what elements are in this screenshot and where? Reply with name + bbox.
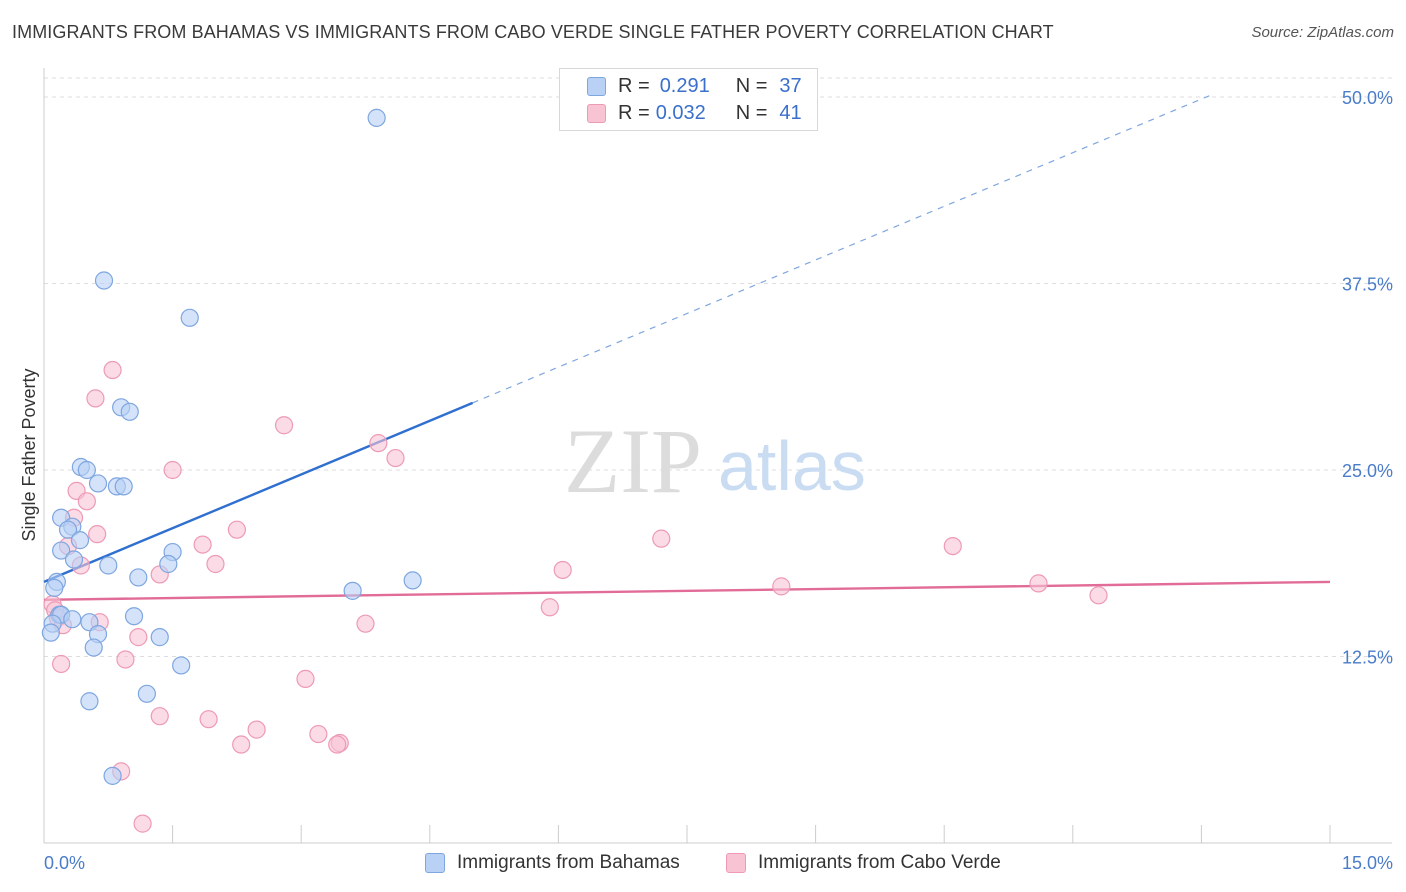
point-bahamas [88, 474, 108, 493]
y-tick-label: 25.0% [1342, 461, 1393, 481]
point-bahamas [70, 531, 90, 550]
point-bahamas [180, 308, 199, 327]
chart-source: Source: ZipAtlas.com [1251, 24, 1394, 41]
point-cabo-verde [129, 628, 148, 647]
point-bahamas [41, 623, 60, 642]
x-tick-label-max: 15.0% [1342, 853, 1393, 873]
point-bahamas [58, 520, 78, 539]
axes [43, 68, 1392, 844]
point-cabo-verde [133, 814, 152, 833]
point-bahamas [367, 108, 386, 127]
point-cabo-verde [1029, 574, 1048, 593]
y-axis-label: Single Father Poverty [19, 368, 39, 541]
legend-row-cabo-verde: R = 0.032 N = 41 [560, 100, 802, 127]
point-bahamas [84, 638, 103, 657]
point-bahamas [103, 766, 122, 785]
point-cabo-verde [296, 669, 315, 688]
bottom-legend-bahamas: Immigrants from Bahamas [425, 852, 680, 874]
point-cabo-verde [227, 520, 246, 539]
x-tick-label-min: 0.0% [44, 853, 85, 873]
point-cabo-verde [77, 492, 96, 511]
point-cabo-verde [943, 536, 962, 556]
point-cabo-verde [369, 434, 388, 453]
point-bahamas [64, 550, 84, 569]
point-cabo-verde [328, 735, 347, 754]
point-cabo-verde [52, 654, 71, 674]
point-bahamas [403, 571, 422, 590]
point-cabo-verde [193, 535, 212, 554]
point-cabo-verde [553, 560, 572, 580]
point-cabo-verde [356, 614, 375, 633]
legend-n-label: N = [735, 75, 768, 97]
point-bahamas [129, 568, 148, 587]
legend-row-bahamas: R = 0.291 N = 37 [560, 73, 802, 100]
point-bahamas [45, 578, 64, 597]
trend-line-cabo-verde [43, 580, 1331, 602]
watermark: ZIP atlas [564, 410, 866, 512]
point-bahamas [94, 271, 114, 290]
watermark-atlas: atlas [718, 427, 866, 505]
point-bahamas [137, 684, 156, 703]
y-tick-label: 12.5% [1342, 648, 1393, 668]
legend-n-value: 37 [779, 75, 802, 97]
point-cabo-verde [1089, 586, 1108, 605]
bottom-legend-swatch-pink [726, 853, 746, 873]
point-bahamas [80, 692, 99, 711]
point-cabo-verde [206, 554, 225, 574]
legend-n-label: N = [735, 102, 768, 124]
point-bahamas [159, 554, 178, 574]
point-bahamas [99, 556, 118, 575]
point-cabo-verde [116, 650, 135, 669]
legend-swatch-blue [587, 77, 606, 96]
point-bahamas [124, 607, 144, 626]
trend-lines [43, 94, 1331, 602]
legend-r-label: R = [618, 75, 650, 97]
tick-labels: 12.5% 25.0% 37.5% 50.0% 0.0% 15.0% [44, 88, 1393, 873]
watermark-zip: ZIP [564, 410, 702, 512]
point-cabo-verde [540, 598, 559, 617]
grid-lines [44, 77, 1392, 657]
point-cabo-verde [309, 724, 328, 744]
legend-swatch-pink [587, 104, 606, 123]
point-bahamas [172, 656, 191, 675]
legend-r-value: 0.291 [659, 75, 710, 97]
point-cabo-verde [199, 710, 218, 729]
point-bahamas [63, 610, 82, 629]
correlation-legend: R = 0.291 N = 37 R = 0.032 N = 41 [559, 68, 818, 131]
point-bahamas [343, 581, 362, 600]
point-bahamas [150, 628, 169, 647]
point-cabo-verde [274, 416, 294, 435]
point-bahamas [77, 460, 96, 480]
y-tick-label: 50.0% [1342, 88, 1393, 108]
legend-r-label: R = [618, 102, 650, 124]
legend-n-value: 41 [779, 102, 802, 124]
point-cabo-verde [232, 735, 251, 754]
point-bahamas [120, 402, 139, 421]
point-cabo-verde [150, 707, 169, 726]
point-cabo-verde [103, 360, 122, 380]
legend-r-value: 0.032 [655, 102, 706, 124]
data-points [41, 108, 1108, 833]
point-cabo-verde [247, 720, 266, 739]
chart-title: IMMIGRANTS FROM BAHAMAS VS IMMIGRANTS FR… [12, 22, 1054, 42]
point-cabo-verde [88, 525, 107, 544]
point-cabo-verde [386, 448, 405, 468]
point-cabo-verde [652, 529, 671, 548]
point-bahamas [114, 477, 133, 496]
bottom-legend-swatch-blue [425, 853, 445, 873]
bottom-legend-cabo-verde: Immigrants from Cabo Verde [726, 852, 1001, 874]
y-tick-label: 37.5% [1342, 275, 1393, 295]
trend-line-bahamas [43, 401, 474, 584]
point-bahamas [52, 541, 71, 560]
point-cabo-verde [86, 389, 105, 408]
trend-line-bahamas-extrapolated [472, 94, 1211, 404]
point-cabo-verde [163, 460, 182, 480]
bottom-legend-label-cabo-verde: Immigrants from Cabo Verde [758, 852, 1001, 873]
bottom-legend-label-bahamas: Immigrants from Bahamas [457, 852, 680, 873]
point-cabo-verde [772, 577, 791, 596]
